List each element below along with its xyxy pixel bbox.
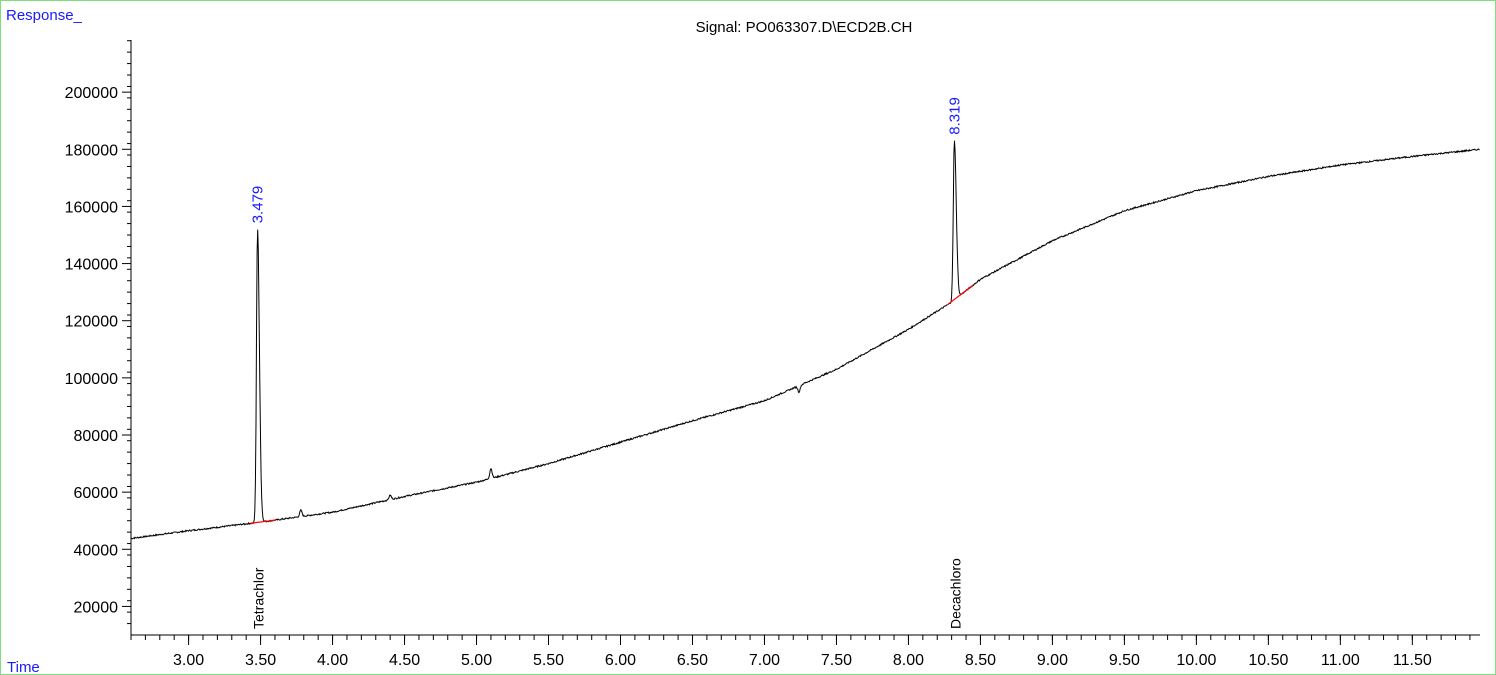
peak-rt-label: 8.319 bbox=[946, 97, 963, 135]
x-tick-label: 5.50 bbox=[533, 652, 564, 669]
x-tick-label: 11.50 bbox=[1393, 652, 1432, 669]
x-tick-label: 7.50 bbox=[821, 652, 852, 669]
x-tick-label: 3.00 bbox=[173, 652, 204, 669]
x-tick-label: 8.00 bbox=[893, 652, 924, 669]
y-tick-label: 40000 bbox=[74, 542, 119, 559]
x-tick-label: 4.00 bbox=[317, 652, 348, 669]
x-tick-label: 11.00 bbox=[1321, 652, 1360, 669]
x-tick-label: 3.50 bbox=[245, 652, 276, 669]
axes: 20000 40000 60000 80000 100000 120000 140000 16… bbox=[65, 40, 1480, 669]
y-tick-label: 100000 bbox=[65, 371, 118, 388]
x-tick-label: 6.00 bbox=[605, 652, 636, 669]
x-tick-label: 7.00 bbox=[749, 652, 780, 669]
y-tick-label: 140000 bbox=[65, 257, 118, 274]
y-tick-label: 180000 bbox=[65, 142, 118, 159]
x-tick-label: 9.00 bbox=[1037, 652, 1068, 669]
x-tick-label: 5.00 bbox=[461, 652, 492, 669]
y-axis-label: Response_ bbox=[6, 7, 83, 24]
y-tick-label: 80000 bbox=[74, 428, 119, 445]
signal-trace bbox=[130, 140, 1480, 540]
compound-label: Decachloro bbox=[947, 558, 963, 629]
plot-area: 3.479 Tetrachlor 8.319 Decachloro bbox=[130, 97, 1480, 629]
y-tick-label: 160000 bbox=[65, 199, 118, 216]
integration-baseline bbox=[250, 519, 277, 524]
y-tick-label: 200000 bbox=[65, 85, 118, 102]
compound-label: Tetrachlor bbox=[251, 567, 267, 629]
integration-baseline bbox=[946, 284, 974, 306]
chart-title: Signal: PO063307.D\ECD2B.CH bbox=[696, 19, 913, 36]
x-tick-label: 6.50 bbox=[677, 652, 708, 669]
x-tick-label: 10.50 bbox=[1248, 652, 1288, 669]
peak-rt-label: 3.479 bbox=[250, 186, 267, 224]
y-tick-label: 20000 bbox=[74, 599, 119, 616]
x-tick-label: 10.00 bbox=[1176, 652, 1216, 669]
y-tick-label: 60000 bbox=[74, 485, 119, 502]
x-axis-label: Time bbox=[7, 659, 40, 675]
x-tick-label: 8.50 bbox=[965, 652, 996, 669]
x-tick-label: 4.50 bbox=[389, 652, 420, 669]
y-tick-label: 120000 bbox=[65, 314, 118, 331]
x-tick-label: 9.50 bbox=[1109, 652, 1140, 669]
